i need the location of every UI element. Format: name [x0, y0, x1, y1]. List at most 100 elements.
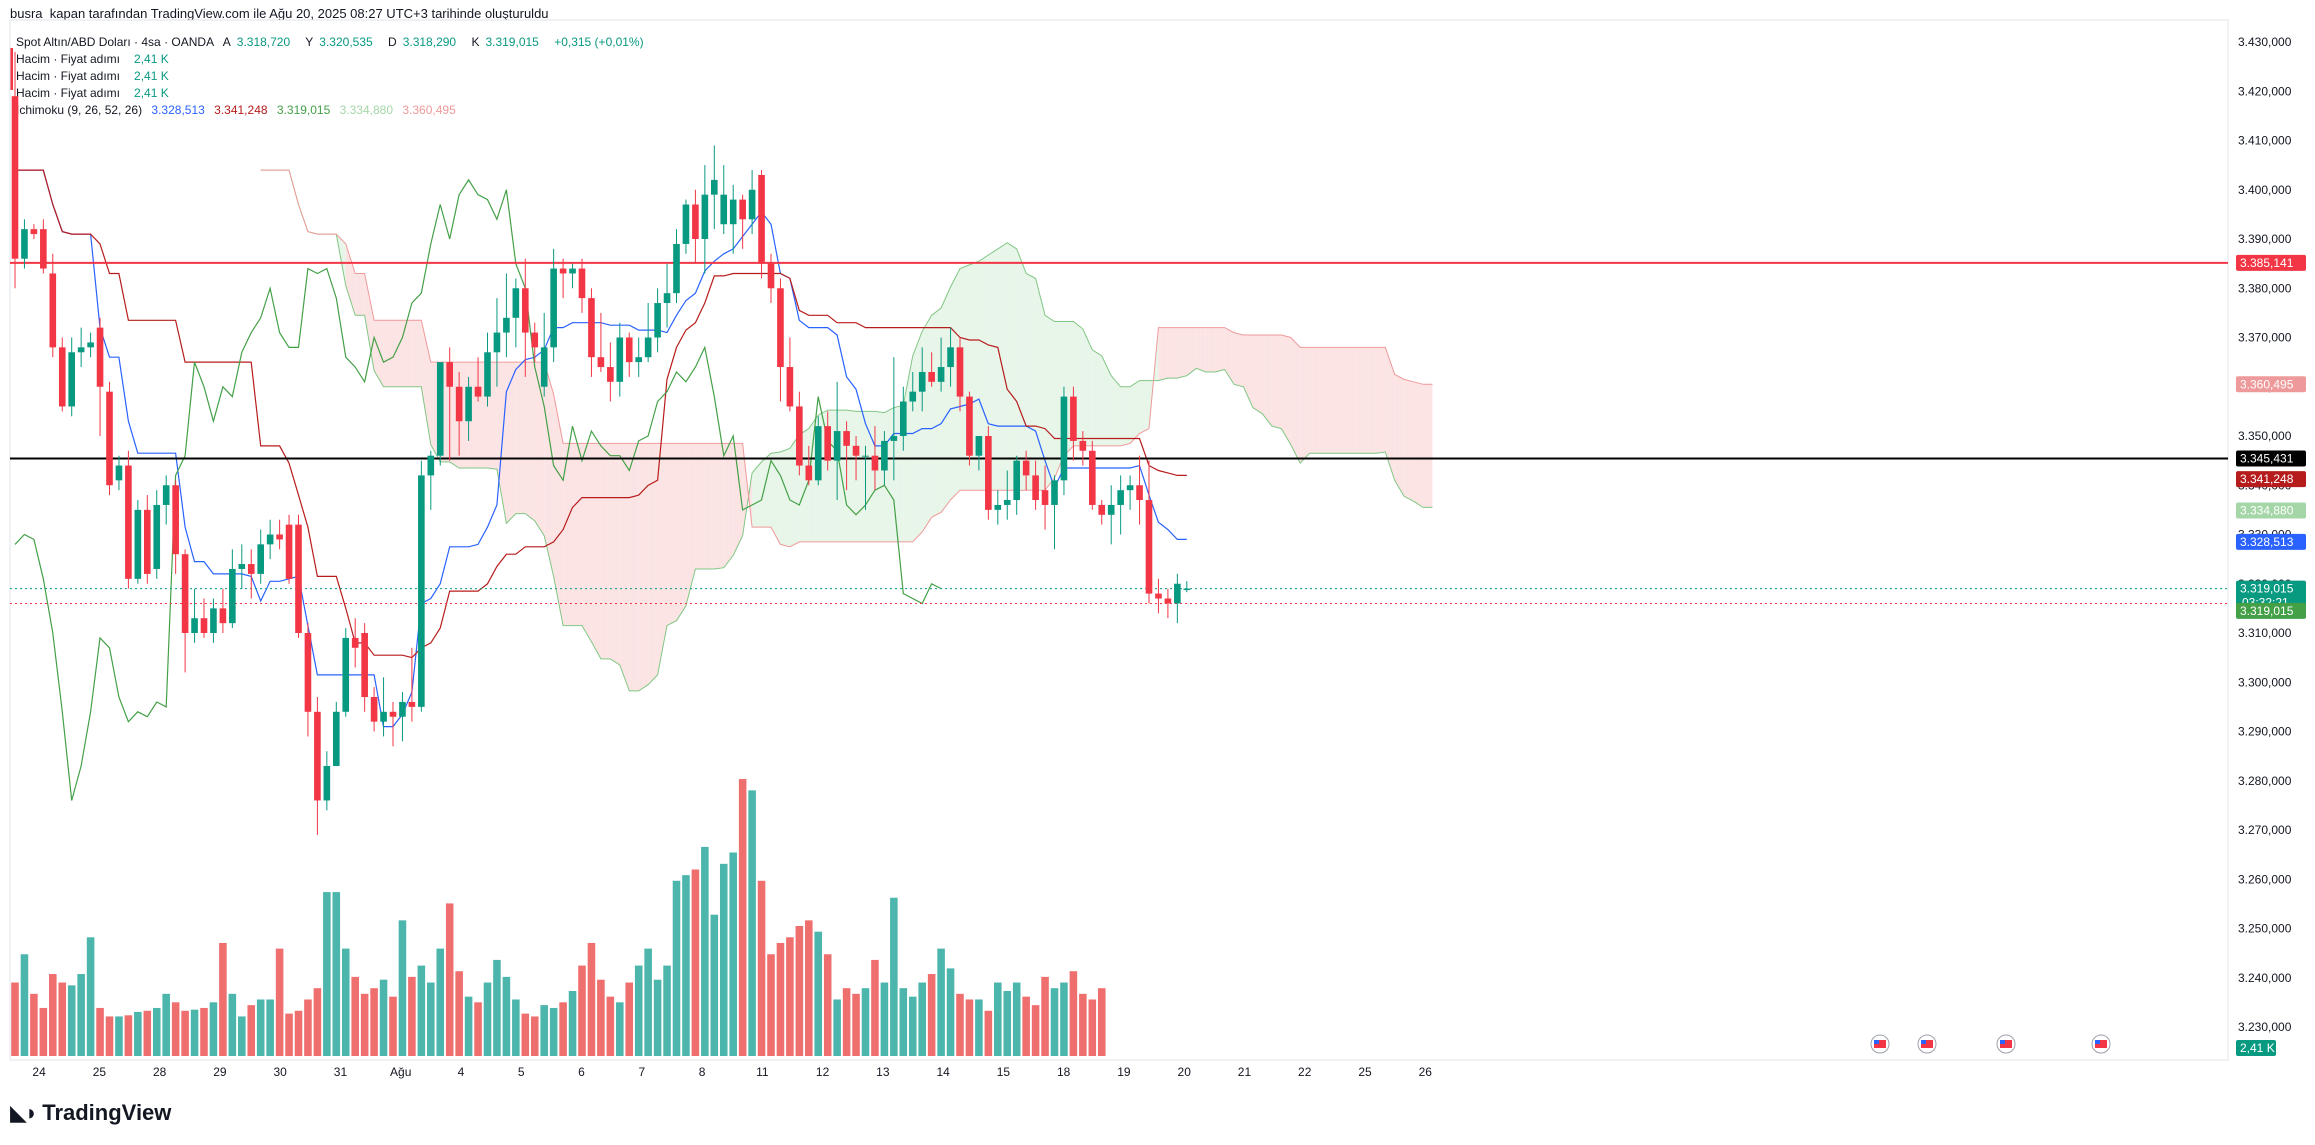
- volume-label: Hacim · Fiyat adımı: [16, 69, 121, 83]
- chart-legend: Spot Altın/ABD Doları · 4sa · OANDA A 3.3…: [16, 34, 650, 119]
- cloud-segment: [1404, 379, 1414, 502]
- candle-body: [1183, 588, 1191, 591]
- volume-bar: [351, 976, 359, 1056]
- volume-bar: [710, 914, 719, 1056]
- volume-legend-row[interactable]: Hacim · Fiyat adımı 2,41 K: [16, 68, 650, 85]
- candle-body: [985, 436, 992, 510]
- us-event-flag-icon: [1870, 1034, 1890, 1054]
- volume-bar: [275, 948, 284, 1056]
- ohlc-open-key: A: [222, 35, 231, 49]
- cloud-segment: [355, 273, 365, 316]
- tradingview-logo-icon: ◣◗: [10, 1100, 38, 1125]
- candle-body: [796, 406, 803, 466]
- volume-bar: [1050, 988, 1059, 1056]
- candle-body: [1060, 396, 1068, 481]
- volume-bar: [521, 1013, 530, 1056]
- volume-bar: [20, 954, 29, 1056]
- tradingview-logo[interactable]: ◣◗ TradingView: [10, 1100, 171, 1126]
- cloud-segment: [1290, 337, 1301, 464]
- price-tag: 3.328,513: [2236, 533, 2306, 550]
- candle-body: [1003, 500, 1011, 505]
- cloud-segment: [345, 243, 356, 316]
- price-tag: 3.345,431: [2236, 450, 2306, 467]
- candle-body: [115, 465, 123, 481]
- volume-bar: [530, 1016, 539, 1056]
- volume-indicator-marker: [10, 48, 13, 90]
- volume-bar: [616, 1002, 624, 1056]
- ohlc-high-value: 3.320,535: [319, 35, 373, 49]
- volume-bar: [587, 942, 596, 1056]
- ohlc-low: D 3.318,290: [388, 35, 462, 49]
- candle-body: [531, 332, 539, 348]
- volume-bar: [795, 926, 804, 1056]
- volume-bar: [729, 852, 737, 1056]
- candle-body: [540, 347, 548, 387]
- price-tag-bg: [2236, 254, 2306, 271]
- flag-canton: [1921, 1040, 1926, 1044]
- volume-bar: [143, 1010, 152, 1056]
- ichimoku-tenkan-value: 3.328,513: [151, 103, 205, 117]
- price-tag-label: 3.360,495: [2240, 377, 2294, 391]
- candle-body: [758, 174, 765, 264]
- price-tag: 3.360,495: [2236, 376, 2306, 393]
- cloud-segment: [619, 443, 630, 691]
- symbol-legend-row[interactable]: Spot Altın/ABD Doları · 4sa · OANDA A 3.3…: [16, 34, 650, 51]
- time-axis-tick-label: 11: [756, 1065, 769, 1079]
- candle-body: [399, 701, 406, 717]
- ohlc-low-value: 3.318,290: [402, 35, 457, 49]
- volume-bar: [597, 979, 605, 1056]
- candle-body: [172, 485, 179, 555]
- cloud-segment: [704, 443, 715, 569]
- candle-body: [87, 342, 94, 348]
- volume-bar: [691, 869, 700, 1056]
- volume-bar: [1003, 991, 1012, 1056]
- volume-bar: [899, 988, 908, 1056]
- candle-body: [956, 347, 964, 397]
- time-axis-tick-label: 15: [997, 1065, 1011, 1079]
- ohlc-low-key: D: [388, 35, 397, 49]
- us-event-flag-icon: [1917, 1034, 1937, 1054]
- cloud-segment: [1366, 347, 1376, 454]
- candle-body: [295, 524, 302, 633]
- cloud-segment: [1177, 327, 1187, 379]
- candle-body: [77, 347, 85, 353]
- ohlc-high: Y 3.320,535: [305, 35, 378, 49]
- volume-legend-row[interactable]: Hacim · Fiyat adımı 2,41 K: [16, 85, 650, 102]
- candle-body: [654, 303, 661, 338]
- ichimoku-kijun-value: 3.341,248: [214, 103, 268, 117]
- price-tag-label: 3.319,015: [2240, 582, 2294, 596]
- volume-legend-row[interactable]: Hacim · Fiyat adımı 2,41 K: [16, 51, 650, 68]
- volume-bar: [606, 996, 615, 1056]
- candle-body: [153, 504, 161, 569]
- volume-bar: [757, 880, 766, 1056]
- volume-bar: [634, 965, 643, 1056]
- cloud-segment: [685, 443, 696, 606]
- cloud-segment: [1111, 375, 1121, 446]
- candle-body: [814, 426, 822, 481]
- volume-bar: [417, 965, 426, 1056]
- candle-body: [625, 337, 633, 363]
- candle-body: [692, 204, 699, 239]
- volume-bar: [124, 1015, 133, 1056]
- volume-bar: [946, 968, 955, 1056]
- cloud-segment: [1224, 327, 1235, 385]
- candle-body: [890, 436, 898, 441]
- price-axis-tick-label: 3.430,000: [2238, 35, 2292, 49]
- candle-body: [40, 229, 47, 269]
- cloud-segment: [374, 320, 384, 387]
- volume-value: 2,41 K: [134, 69, 169, 83]
- flag-canton: [1874, 1040, 1879, 1044]
- candle-body: [200, 618, 208, 633]
- candle-body: [786, 367, 794, 407]
- volume-bar: [852, 993, 860, 1056]
- candle-body: [1126, 485, 1134, 491]
- volume-bar: [975, 999, 983, 1056]
- price-axis-tick-label: 3.350,000: [2238, 429, 2292, 443]
- ichimoku-legend-row[interactable]: Ichimoku (9, 26, 52, 26) 3.328,513 3.341…: [16, 102, 650, 119]
- ichimoku-chikou-value: 3.319,015: [276, 103, 331, 117]
- candle-body: [266, 534, 274, 545]
- ichimoku-senkou-b-value: 3.360,495: [402, 103, 456, 117]
- price-axis-tick-label: 3.410,000: [2238, 134, 2292, 148]
- candle-body: [607, 367, 614, 382]
